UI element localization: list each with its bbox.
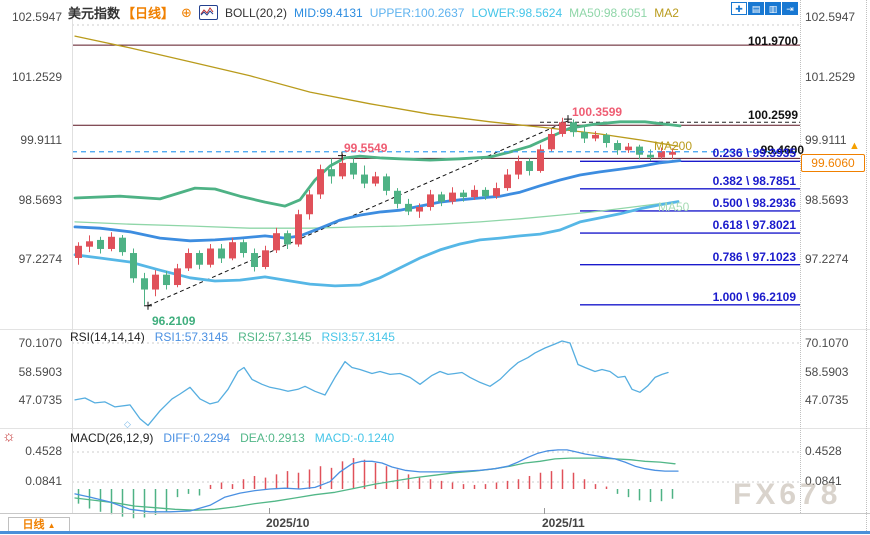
fib-level-label: 0.236 \ 99.3935	[712, 146, 796, 160]
fib-level-label: 0.382 \ 98.7851	[712, 174, 796, 188]
panel-resize-handle-icon[interactable]: ◇	[124, 419, 131, 429]
pan-crosshair-icon[interactable]: ✚	[731, 2, 747, 15]
date-tick	[269, 508, 270, 514]
chart-style-icon[interactable]	[198, 5, 218, 20]
jump-to-latest-icon[interactable]: ⇥	[782, 2, 798, 15]
price-axis-label: 101.2529	[11, 70, 62, 84]
rsi-title: RSI(14,14,14)	[70, 330, 145, 344]
rsi1-value: RSI1:57.3145	[154, 330, 229, 344]
macd-diff-value: DIFF:0.2294	[163, 431, 231, 445]
date-tick	[544, 508, 545, 514]
chart-header: 美元指数 【日线】 ⊕ BOLL(20,2) MID:99.4131 UPPER…	[68, 3, 679, 22]
fib-level-label: 0.500 \ 98.2936	[712, 196, 796, 210]
ma200-tag: MA200	[654, 139, 693, 153]
ma50-tag: MA50	[658, 200, 690, 214]
period-selector-label: 日线	[22, 519, 45, 531]
date-label: 2025/10	[266, 516, 310, 530]
rsi-axis-label: 47.0735	[18, 393, 62, 407]
rsi2-value: RSI2:57.3145	[238, 330, 312, 344]
fib-level-label: 0.618 \ 97.8021	[712, 218, 796, 232]
macd-panel-header: MACD(26,12,9) DIFF:0.2294 DEA:0.2913 MAC…	[70, 431, 394, 445]
macd-axis-label: 0.4528	[805, 444, 842, 458]
panel-divider	[0, 428, 870, 429]
plot-right-border	[800, 0, 801, 513]
chart-toolbar: ✚ ▤ ▥ ⇥	[731, 2, 798, 15]
add-indicator-icon[interactable]: ⊕	[181, 5, 192, 20]
boll-lower-value: LOWER:98.5624	[471, 5, 563, 20]
price-up-arrow-icon: ▲	[849, 140, 860, 152]
price-axis-label: 101.2529	[805, 70, 856, 84]
price-axis-label: 102.5947	[11, 10, 62, 24]
symbol-name: 美元指数	[68, 6, 121, 21]
date-label: 2025/11	[542, 516, 585, 530]
ma50-value: MA50:98.6051	[569, 5, 648, 20]
macd-value: MACD:-0.1240	[314, 431, 395, 445]
panel-divider	[0, 329, 870, 330]
rsi3-value: RSI3:57.3145	[321, 330, 395, 344]
price-axis-label: 98.5693	[18, 193, 62, 207]
price-axis-label: 99.9111	[805, 133, 847, 147]
plot-left-border	[72, 10, 73, 513]
macd-axis-label: 0.4528	[25, 444, 62, 458]
period-tag: 【日线】	[122, 6, 175, 21]
fib-level-label: 0.786 \ 97.1023	[712, 250, 796, 264]
rsi-axis-label: 47.0735	[805, 393, 849, 407]
macd-axis-label: 0.0841	[25, 474, 62, 488]
boll-mid-value: MID:99.4131	[293, 5, 363, 20]
bottom-accent-bar	[0, 531, 870, 534]
price-axis-label: 97.2274	[805, 252, 849, 266]
hline-price-label: 100.2599	[747, 108, 798, 122]
rsi-axis-label: 58.5903	[18, 365, 62, 379]
boll-indicator-label: BOLL(20,2)	[224, 5, 287, 20]
watermark: FX678	[733, 478, 842, 511]
auto-scale-icon[interactable]: ▤	[748, 2, 764, 15]
price-axis-label: 97.2274	[18, 252, 62, 266]
swing-low-label: 96.2109	[152, 314, 196, 328]
hline-price-label: 99.4600	[760, 143, 804, 157]
frame-right-border	[866, 0, 867, 531]
time-axis-line	[0, 513, 870, 514]
manual-scale-icon[interactable]: ▥	[765, 2, 781, 15]
rsi-axis-label: 58.5903	[805, 365, 849, 379]
macd-axis-label: 0.0841	[805, 474, 842, 488]
macd-dea-value: DEA:0.2913	[240, 431, 305, 445]
fib-level-label: 1.000 \ 96.2109	[712, 290, 796, 304]
price-axis-label: 102.5947	[805, 10, 856, 24]
boll-upper-value: UPPER:100.2637	[369, 5, 465, 20]
rsi-axis-label: 70.1070	[18, 336, 62, 350]
swing-mid-label: 99.5549	[344, 141, 388, 155]
swing-high-label: 100.3599	[572, 105, 623, 119]
hline-price-label: 101.9700	[747, 34, 798, 48]
indicator-settings-icon[interactable]: ☼	[2, 428, 16, 445]
rsi-axis-label: 70.1070	[805, 336, 849, 350]
last-price-tag: 99.6060	[801, 154, 865, 172]
period-dropdown-arrow-icon: ▲	[47, 521, 56, 530]
ma2-label: MA2	[654, 5, 679, 20]
rsi-panel-header: RSI(14,14,14) RSI1:57.3145 RSI2:57.3145 …	[70, 330, 395, 344]
price-axis-label: 98.5693	[805, 193, 849, 207]
macd-title: MACD(26,12,9)	[70, 431, 154, 445]
price-axis-label: 99.9111	[20, 133, 62, 147]
